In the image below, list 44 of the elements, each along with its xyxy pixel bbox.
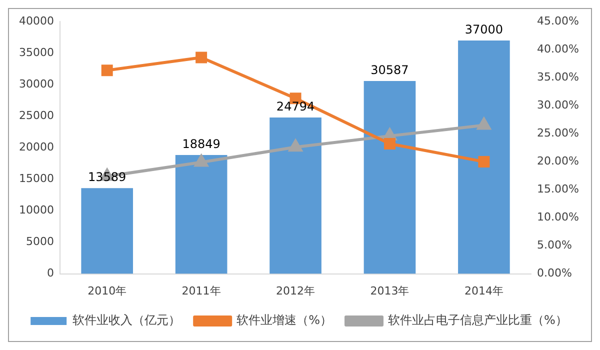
y2-tick-label: 0.00%	[537, 266, 572, 280]
point	[288, 140, 302, 152]
y2-tick-label: 10.00%	[537, 210, 580, 224]
point	[101, 64, 113, 76]
y2-tick-label: 20.00%	[537, 154, 580, 168]
point	[194, 154, 208, 167]
point	[478, 156, 490, 168]
y-tick-label: 10000	[18, 204, 54, 217]
y-tick-label: 0	[46, 266, 54, 280]
x-tick-label: 2012年	[276, 284, 316, 298]
bar	[270, 117, 322, 274]
y2-tick-label: 15.00%	[537, 182, 580, 196]
y2-tick-label: 45.00%	[537, 14, 580, 28]
x-tick-label: 2014年	[464, 284, 504, 298]
y-tick-label: 25000	[18, 109, 54, 122]
bar	[364, 80, 416, 274]
bar	[81, 188, 134, 274]
y-tick-label: 5000	[26, 235, 54, 248]
y2-tick-label: 30.00%	[537, 98, 580, 112]
data-label: 13589	[88, 170, 126, 184]
y2-tick-label: 40.00%	[537, 42, 580, 56]
point	[384, 138, 396, 150]
legend-label: 软件业收入（亿元）	[72, 313, 181, 328]
point	[477, 118, 491, 130]
y2-tick-label: 5.00%	[537, 238, 572, 252]
bar	[175, 154, 228, 274]
point	[196, 52, 208, 64]
legend-label: 软件业增速（%）	[236, 313, 332, 328]
x-tick-label: 2013年	[370, 284, 410, 298]
y2-tick-label: 25.00%	[537, 126, 580, 140]
y-tick-label: 15000	[18, 172, 54, 186]
data-label: 37000	[464, 22, 504, 37]
bar	[458, 40, 510, 274]
y-tick-label: 20000	[18, 140, 54, 154]
y-tick-label: 35000	[18, 46, 54, 59]
data-label: 18849	[182, 137, 220, 152]
x-tick-label: 2011年	[182, 284, 221, 298]
y2-tick-label: 35.00%	[537, 70, 580, 84]
x-tick-label: 2010年	[88, 284, 127, 298]
data-label: 24794	[276, 100, 315, 114]
y-tick-label: 30000	[18, 78, 54, 91]
y-tick-label: 40000	[18, 14, 54, 28]
data-label: 30587	[370, 63, 409, 78]
legend-label: 软件业占电子信息产业比重（%）	[388, 313, 568, 328]
